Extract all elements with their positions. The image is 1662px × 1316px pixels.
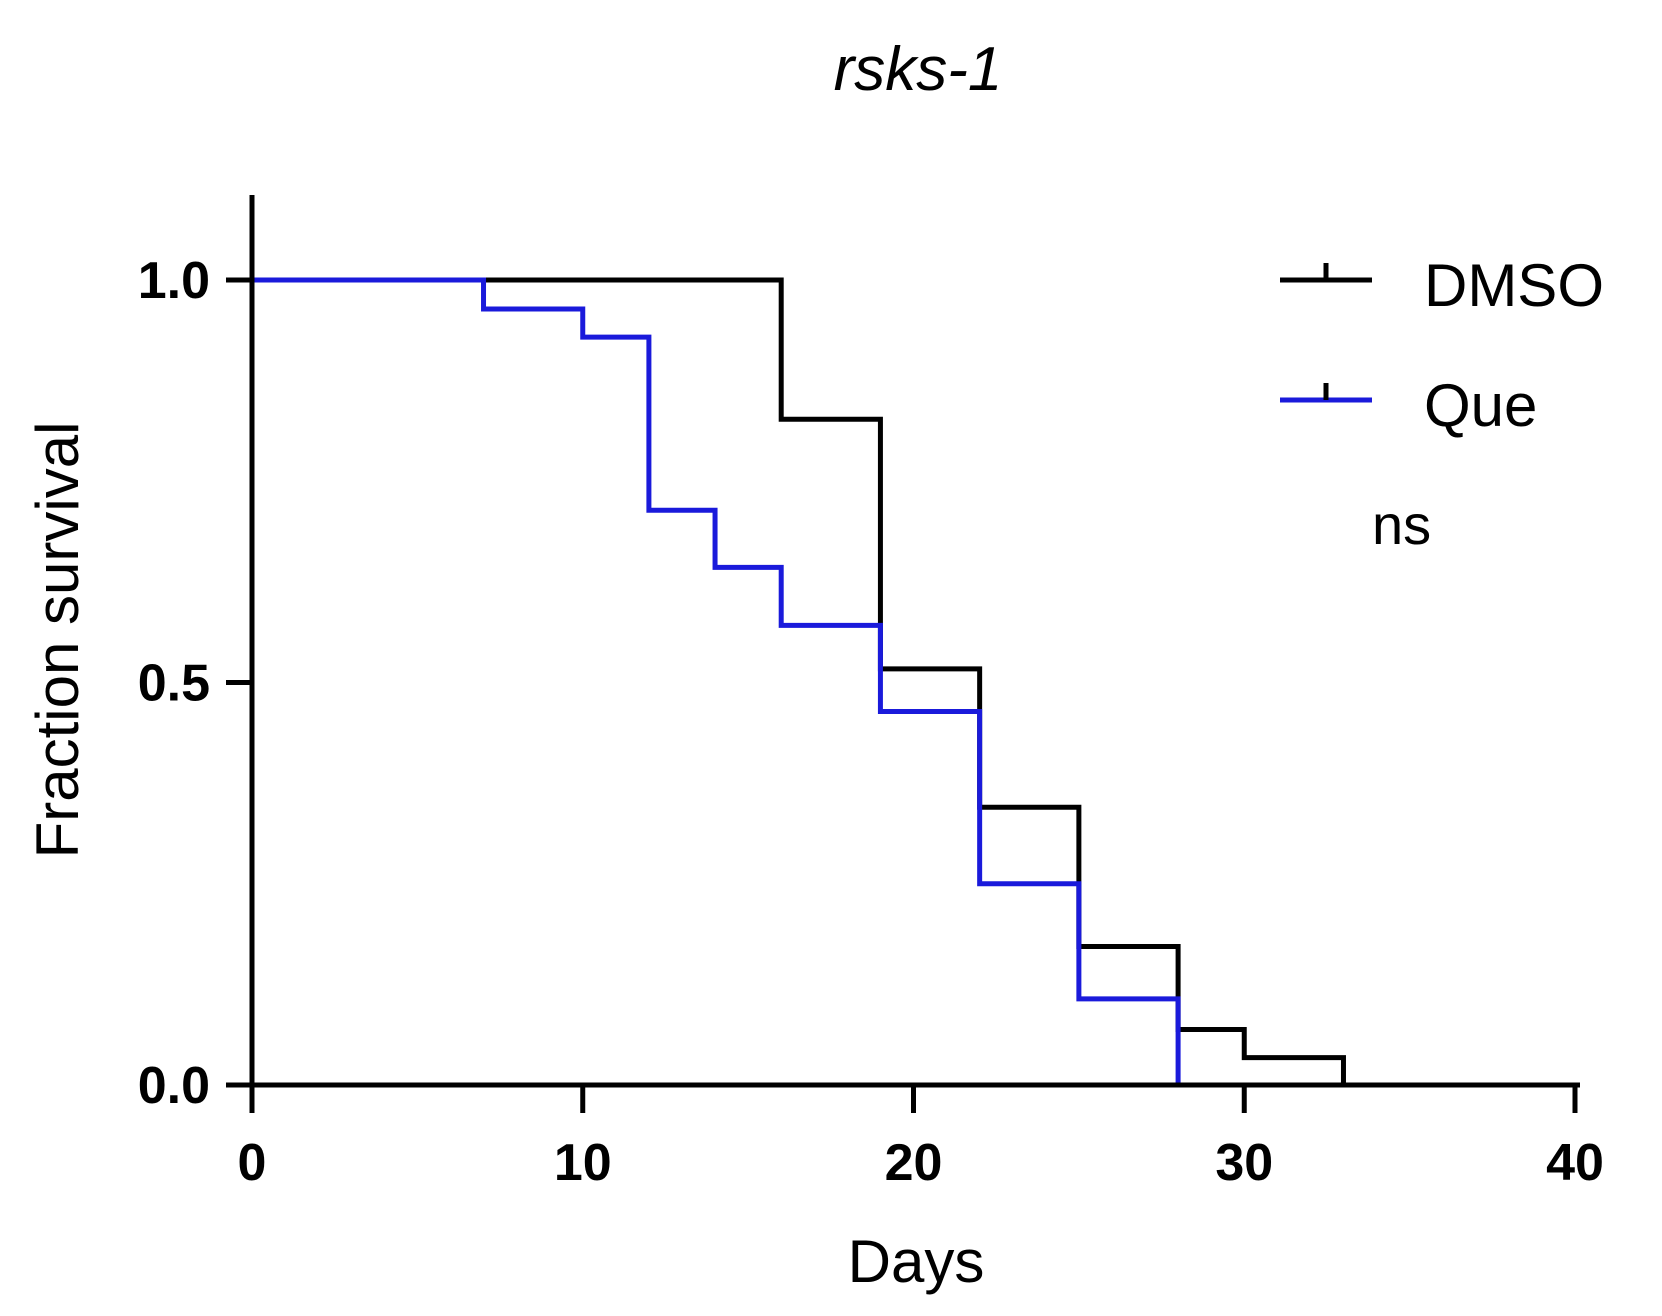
y-tick-label: 0.0: [138, 1057, 210, 1115]
series-layer: [249, 277, 1346, 1088]
legend-label-dmso: DMSO: [1424, 252, 1604, 319]
x-axis-label: Days: [848, 1228, 985, 1295]
x-tick-label: 40: [1546, 1134, 1604, 1192]
legend-label-que: Que: [1424, 372, 1537, 439]
x-tick-label: 10: [554, 1134, 612, 1192]
x-tick-label: 30: [1215, 1134, 1273, 1192]
chart-title: rsks-1: [834, 35, 1003, 104]
significance-annotation: ns: [1372, 493, 1431, 556]
x-tick-label: 0: [238, 1134, 267, 1192]
y-tick-label: 1.0: [138, 252, 210, 310]
legend-item-dmso: DMSO: [1280, 252, 1604, 319]
y-tick-label: 0.5: [138, 655, 210, 713]
series-line-que: [249, 277, 1181, 1088]
legend: DMSO Que: [1280, 252, 1604, 439]
legend-item-que: Que: [1280, 372, 1537, 439]
y-axis-label: Fraction survival: [24, 422, 91, 859]
y-ticks: 0.0 0.5 1.0: [138, 252, 252, 1115]
series-line-dmso: [249, 277, 1346, 1088]
x-ticks: 0 10 20 30 40: [238, 1085, 1604, 1192]
x-tick-label: 20: [885, 1134, 943, 1192]
